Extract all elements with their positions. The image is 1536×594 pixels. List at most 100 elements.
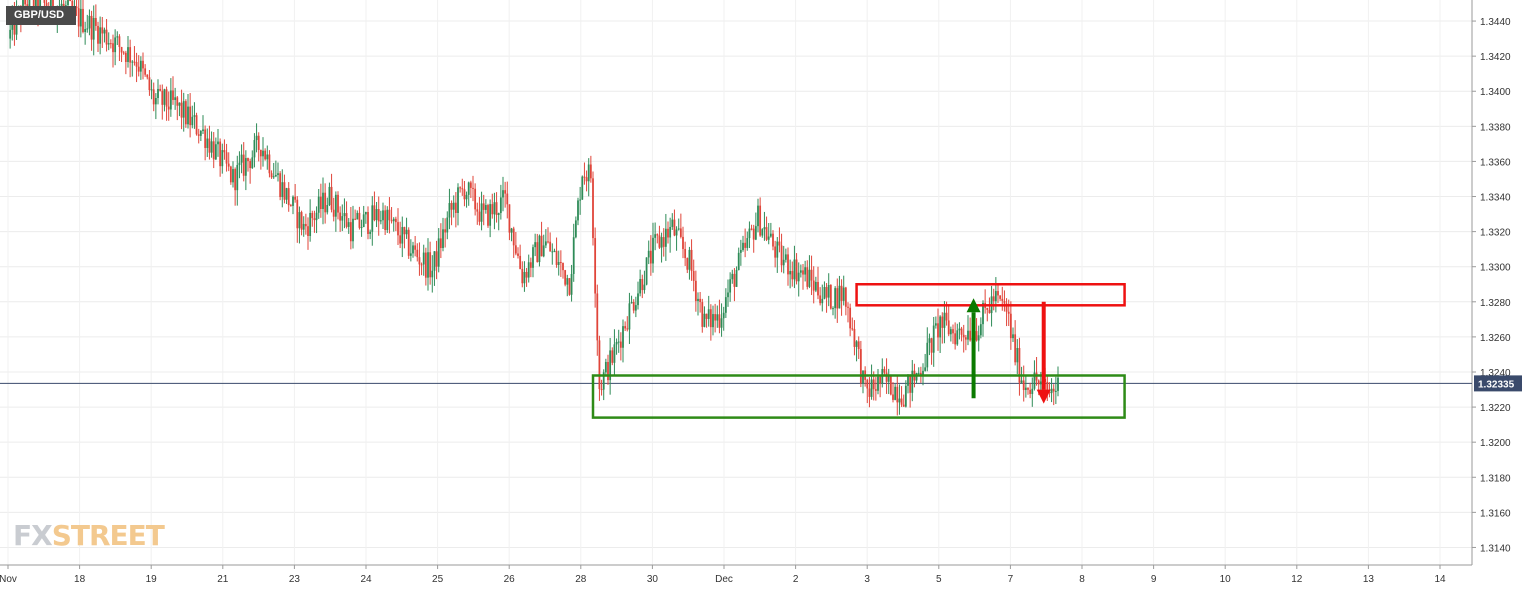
candle-body — [180, 102, 183, 118]
candle-body — [733, 273, 736, 287]
candle-body — [604, 361, 607, 373]
candle-body — [658, 235, 661, 248]
y-tick-label: 1.3260 — [1480, 333, 1511, 344]
candle-body — [679, 228, 682, 237]
candle-body — [542, 245, 545, 257]
candle-body — [379, 220, 382, 222]
candle-body — [1024, 387, 1027, 391]
candle-body — [281, 182, 284, 198]
candle-body — [382, 210, 384, 221]
candle-body — [517, 253, 519, 256]
y-tick-label: 1.3280 — [1480, 298, 1511, 309]
candle-body — [930, 338, 933, 353]
candle-body — [1001, 298, 1004, 301]
candle-body — [294, 196, 297, 200]
current-price-badge — [1474, 375, 1522, 392]
candle-body — [874, 389, 877, 391]
candle-body — [94, 17, 97, 26]
candle-body — [142, 60, 144, 69]
logo-street: STREET — [51, 519, 165, 552]
y-tick-label: 1.3380 — [1480, 122, 1511, 133]
candle-body — [257, 135, 260, 150]
candle-body — [510, 228, 513, 233]
candle-body — [249, 161, 252, 169]
candle-body — [793, 259, 796, 280]
candle-body — [694, 280, 697, 302]
candle-body — [559, 262, 562, 264]
candle-body — [911, 370, 914, 393]
candle-body — [838, 285, 841, 309]
candle-body — [274, 175, 277, 177]
candle-body — [62, 3, 65, 7]
candle-body — [373, 205, 376, 221]
candle-body — [512, 228, 515, 246]
candle-body — [529, 262, 532, 268]
candle-body — [769, 233, 772, 237]
candle-body — [879, 376, 882, 384]
candle-body — [84, 28, 87, 33]
candle-body — [330, 186, 333, 210]
candle-body — [969, 330, 972, 341]
candle-body — [797, 272, 800, 282]
candle-body — [109, 43, 112, 45]
candle-body — [716, 314, 719, 321]
candle-body — [896, 386, 899, 403]
candle-body — [161, 90, 164, 105]
candle-body — [493, 202, 496, 215]
candle-body — [577, 200, 579, 221]
candle-body — [182, 101, 185, 118]
candle-body — [219, 141, 222, 167]
candle-body — [855, 341, 858, 347]
candle-body — [442, 229, 444, 249]
candle-body — [664, 228, 667, 247]
candle-body — [352, 218, 354, 242]
candle-body — [238, 162, 241, 166]
x-tick-label: 25 — [432, 574, 444, 585]
candle-body — [977, 335, 980, 341]
candle-body — [649, 250, 652, 264]
candle-body — [872, 379, 875, 390]
candle-body — [791, 271, 794, 280]
candle-body — [902, 404, 905, 407]
y-tick-label: 1.3200 — [1480, 438, 1511, 449]
candle-body — [714, 314, 717, 321]
candle-body — [204, 129, 207, 148]
candle-body — [79, 8, 82, 27]
x-tick-label: Dec — [715, 574, 733, 585]
candle-body — [32, 0, 35, 10]
candle-body — [99, 27, 102, 44]
candle-body — [270, 173, 273, 178]
candle-body — [722, 312, 725, 319]
candle-body — [609, 350, 612, 381]
y-tick-label: 1.3300 — [1480, 263, 1511, 274]
candle-body — [994, 291, 997, 302]
candle-body — [804, 267, 807, 275]
candle-body — [992, 296, 995, 302]
candle-body — [849, 307, 852, 329]
candle-body — [870, 379, 873, 397]
candle-body — [647, 250, 650, 258]
candle-body — [701, 302, 704, 327]
candle-body — [150, 89, 153, 91]
candle-body — [532, 247, 534, 268]
candle-body — [887, 375, 890, 382]
candle-body — [581, 176, 584, 200]
candle-body — [613, 344, 616, 363]
candle-body — [564, 270, 567, 285]
candle-body — [737, 252, 740, 270]
candle-body — [821, 298, 824, 304]
candle-body — [943, 312, 946, 328]
candle-body — [626, 328, 629, 330]
candle-body — [236, 165, 239, 191]
candle-body — [808, 269, 811, 287]
candle-body — [727, 292, 729, 298]
candle-body — [334, 194, 337, 217]
candle-body — [71, 0, 74, 10]
candle-body — [157, 88, 159, 99]
candle-body — [889, 375, 892, 395]
support-zone-box — [591, 374, 1126, 419]
candle-body — [431, 270, 434, 278]
candle-body — [562, 262, 564, 271]
candle-body — [926, 342, 929, 368]
candle-body — [684, 248, 687, 259]
